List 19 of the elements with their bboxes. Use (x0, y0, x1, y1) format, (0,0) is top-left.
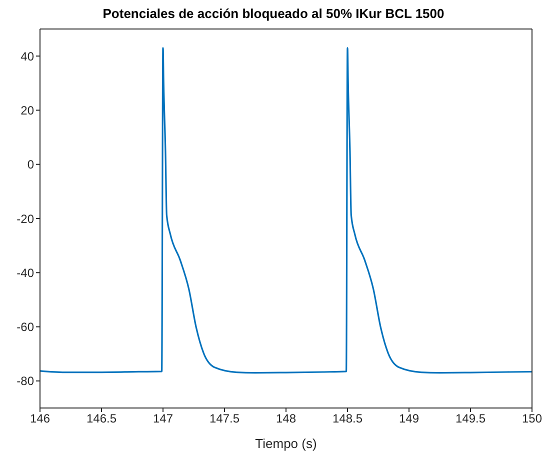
x-axis-title: Tiempo (s) (255, 436, 317, 451)
x-tick-label: 148 (276, 412, 296, 426)
line-series (40, 47, 532, 374)
y-tick-label: 0 (27, 158, 34, 172)
y-tick-label: 20 (20, 103, 34, 118)
x-tick-label: 146.5 (86, 412, 117, 426)
chart-title: Potenciales de acción bloqueado al 50% IKur BCL 1500 (102, 6, 446, 21)
y-tick-label: -60 (16, 320, 34, 334)
x-tick-label: 148.5 (332, 412, 363, 426)
x-tick-label: 150 (522, 412, 542, 426)
y-tick-label: -40 (16, 266, 34, 280)
y-tick-label: 40 (20, 49, 34, 64)
x-tick-label: 146 (30, 412, 50, 426)
y-tick-label: -80 (16, 374, 34, 388)
x-tick-label: 149 (398, 412, 420, 426)
x-tick-label: 147.5 (209, 412, 240, 426)
x-tick-label: 147 (152, 412, 174, 426)
x-tick-label: 149.5 (455, 412, 486, 426)
y-tick-label: -20 (16, 212, 34, 226)
